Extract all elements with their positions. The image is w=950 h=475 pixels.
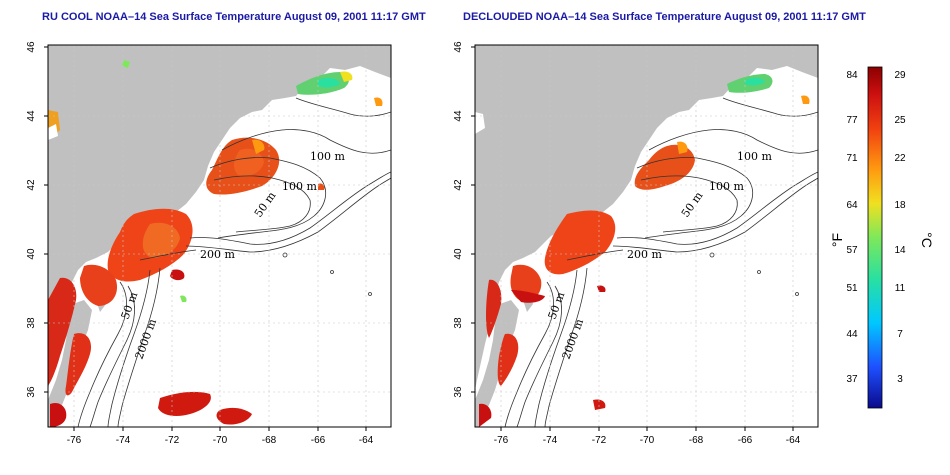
y-tick-label: 38 [453,317,464,329]
sst-data-layer [48,60,383,427]
fahrenheit-tick-label: 44 [846,329,858,340]
contour-label-100m: 100 m [737,150,772,163]
fahrenheit-tick-label: 84 [846,70,858,81]
contour-label-100m: 100 m [282,180,317,193]
y-tick-label: 46 [26,41,37,53]
y-tick-label: 36 [26,386,37,398]
y-tick-label: 44 [26,110,37,122]
left-map-title: RU COOL NOAA–14 Sea Surface Temperature … [42,11,426,23]
x-tick-label: -76 [67,435,82,446]
right-map-panel: 100 m 100 m 50 m 200 m 50 m 2000 m [475,45,818,427]
fahrenheit-tick-label: 37 [846,374,858,385]
fahrenheit-tick-label: 51 [846,283,858,294]
y-tick-label: 38 [26,317,37,329]
fahrenheit-tick-label: 57 [846,245,858,256]
celsius-unit-label: °C [919,232,935,248]
fahrenheit-tick-label: 71 [846,153,858,164]
x-tick-label: -68 [262,435,277,446]
contour-label-100m: 100 m [709,180,744,193]
x-tick-label: -66 [311,435,326,446]
x-tick-label: -72 [592,435,607,446]
celsius-tick-label: 11 [895,283,906,294]
celsius-tick-label: 7 [897,329,903,340]
celsius-tick-label: 29 [894,70,906,81]
y-tick-label: 42 [26,179,37,191]
temperature-colorbar: 84 77 71 64 57 51 44 37 29 25 22 18 14 11 7 3 °F °C [829,66,935,409]
x-tick-label: -64 [359,435,374,446]
fahrenheit-tick-label: 64 [846,200,858,211]
x-tick-label: -74 [543,435,558,446]
celsius-tick-label: 14 [894,245,906,256]
fahrenheit-unit-label: °F [829,233,845,247]
x-tick-label: -74 [116,435,131,446]
x-tick-label: -70 [640,435,655,446]
right-map-title: DECLOUDED NOAA–14 Sea Surface Temperatur… [463,11,866,23]
x-tick-label: -68 [689,435,704,446]
x-tick-label: -70 [213,435,228,446]
contour-label-200m: 200 m [200,248,235,261]
celsius-tick-label: 18 [894,200,906,211]
fahrenheit-tick-label: 77 [846,115,858,126]
grid-lines [475,45,818,427]
y-tick-label: 40 [453,248,464,260]
celsius-tick-label: 3 [897,374,903,385]
contour-label-200m: 200 m [627,248,662,261]
x-tick-label: -72 [165,435,180,446]
x-tick-label: -64 [786,435,801,446]
y-tick-label: 46 [453,41,464,53]
colorbar-gradient [867,66,883,409]
y-tick-label: 36 [453,386,464,398]
celsius-tick-label: 22 [894,153,906,164]
celsius-tick-label: 25 [894,115,906,126]
left-map-panel: 100 m 100 m 50 m 200 m 50 m 2000 m [48,45,391,427]
contour-label-100m: 100 m [310,150,345,163]
y-tick-label: 42 [453,179,464,191]
y-tick-label: 40 [26,248,37,260]
x-tick-label: -76 [494,435,509,446]
axis-labels: -76 -74 -72 -70 -68 -66 -64 46 44 42 40 38 36 -76 -74 -… [26,41,801,446]
x-tick-label: -66 [738,435,753,446]
grid-lines [48,45,391,427]
y-tick-label: 44 [453,110,464,122]
